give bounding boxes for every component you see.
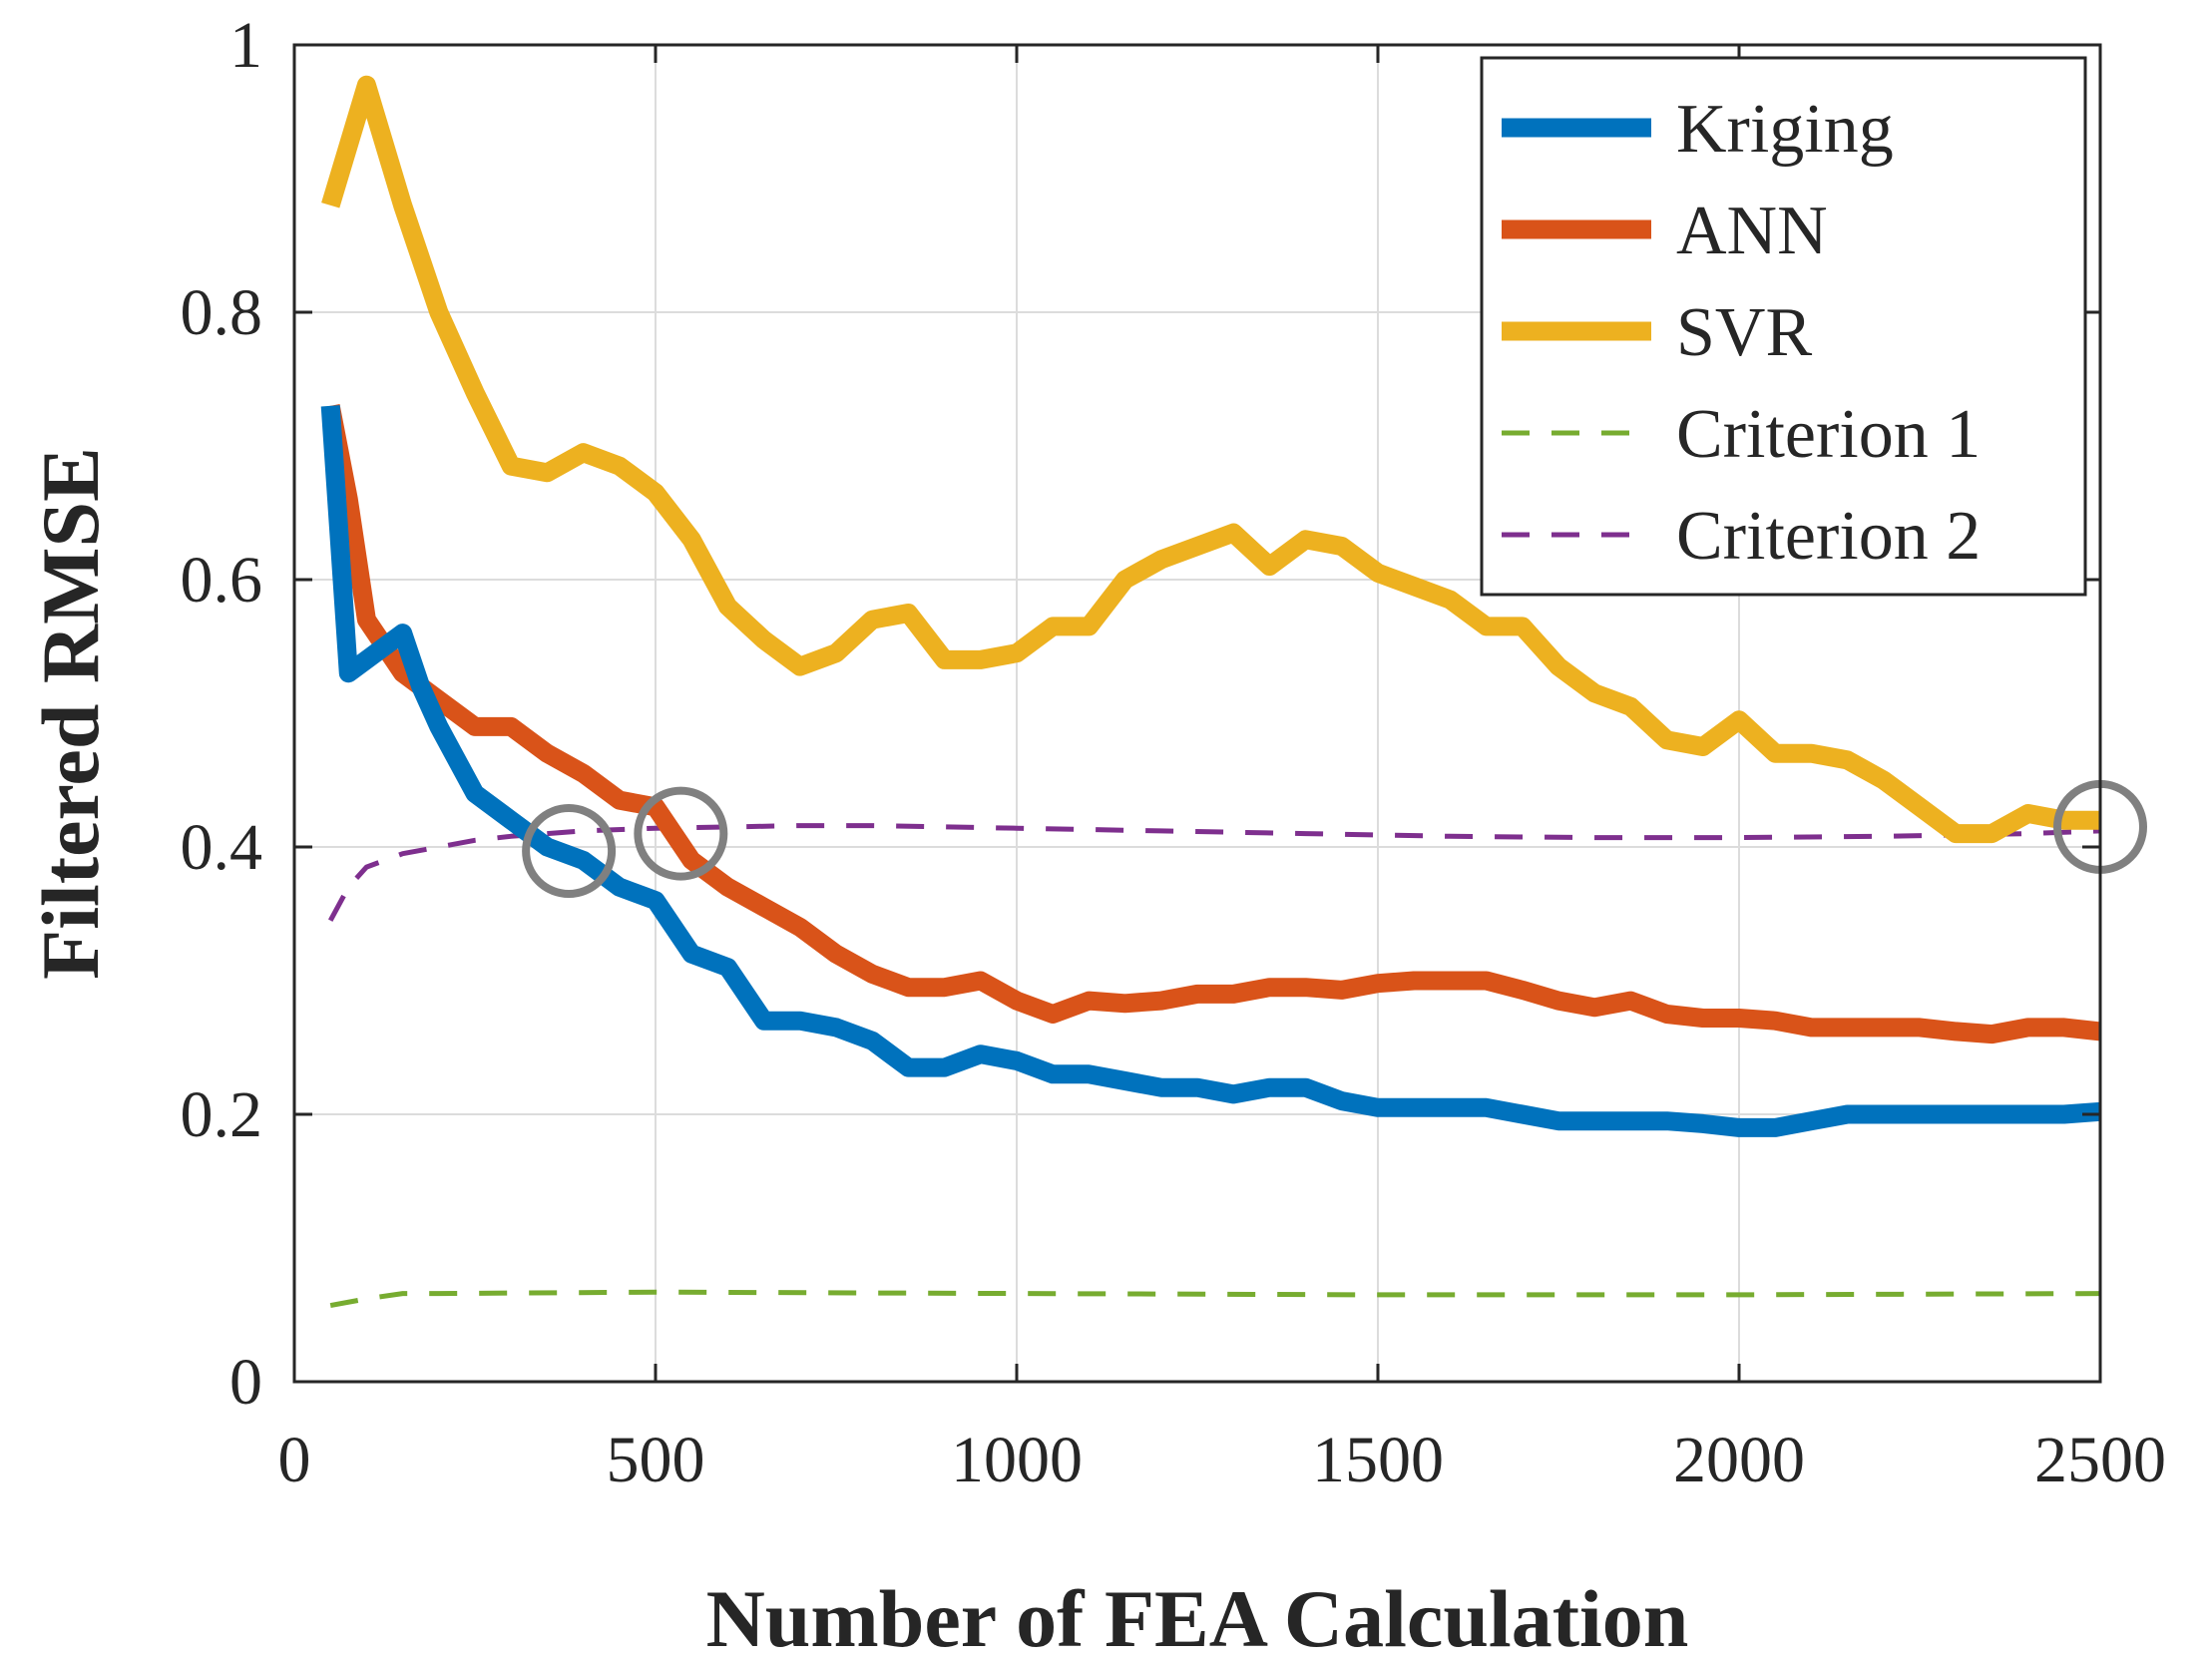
y-tick-label: 0.6 [181, 544, 263, 617]
y-tick-label: 0.8 [181, 276, 263, 349]
legend-label: Criterion 2 [1676, 498, 1981, 575]
x-tick-label: 2000 [1673, 1424, 1805, 1496]
x-tick-label: 1000 [951, 1424, 1083, 1496]
legend-label: Kriging [1676, 91, 1894, 168]
series-line-ann [320, 404, 2102, 1044]
series-line-criterion-2 [328, 823, 2101, 922]
highlight-circle [634, 786, 728, 881]
series-line-svr [321, 75, 2100, 844]
x-tick-label: 2500 [2034, 1424, 2166, 1496]
tick-labels: 0 500 1000 1500 2000 2500 0 0.2 0.4 0.6 0.8 1 [181, 9, 2167, 1496]
highlight-circle [522, 804, 617, 899]
series-line-kriging [320, 405, 2101, 1137]
series-layer [320, 75, 2102, 1309]
legend-label: ANN [1676, 193, 1828, 269]
x-tick-label: 0 [278, 1424, 311, 1496]
y-tick-label: 1 [229, 9, 262, 82]
x-axis-title: Number of FEA Calculation [706, 1573, 1689, 1664]
legend-label: Criterion 1 [1676, 396, 1981, 473]
legend: Kriging ANN SVR Criterion 1 Criterion 2 [1480, 56, 2087, 597]
y-tick-label: 0.2 [181, 1078, 263, 1151]
plot-frame [292, 43, 2102, 1384]
y-tick-label: 0.4 [181, 811, 263, 884]
series-line-criterion-1 [329, 1289, 2101, 1309]
y-tick-label: 0 [229, 1346, 262, 1419]
tick-marks [292, 43, 2102, 1384]
legend-label: SVR [1676, 294, 1812, 371]
x-tick-label: 500 [607, 1424, 705, 1496]
x-tick-label: 1500 [1312, 1424, 1444, 1496]
y-axis-title: Filtered RMSE [25, 447, 116, 980]
